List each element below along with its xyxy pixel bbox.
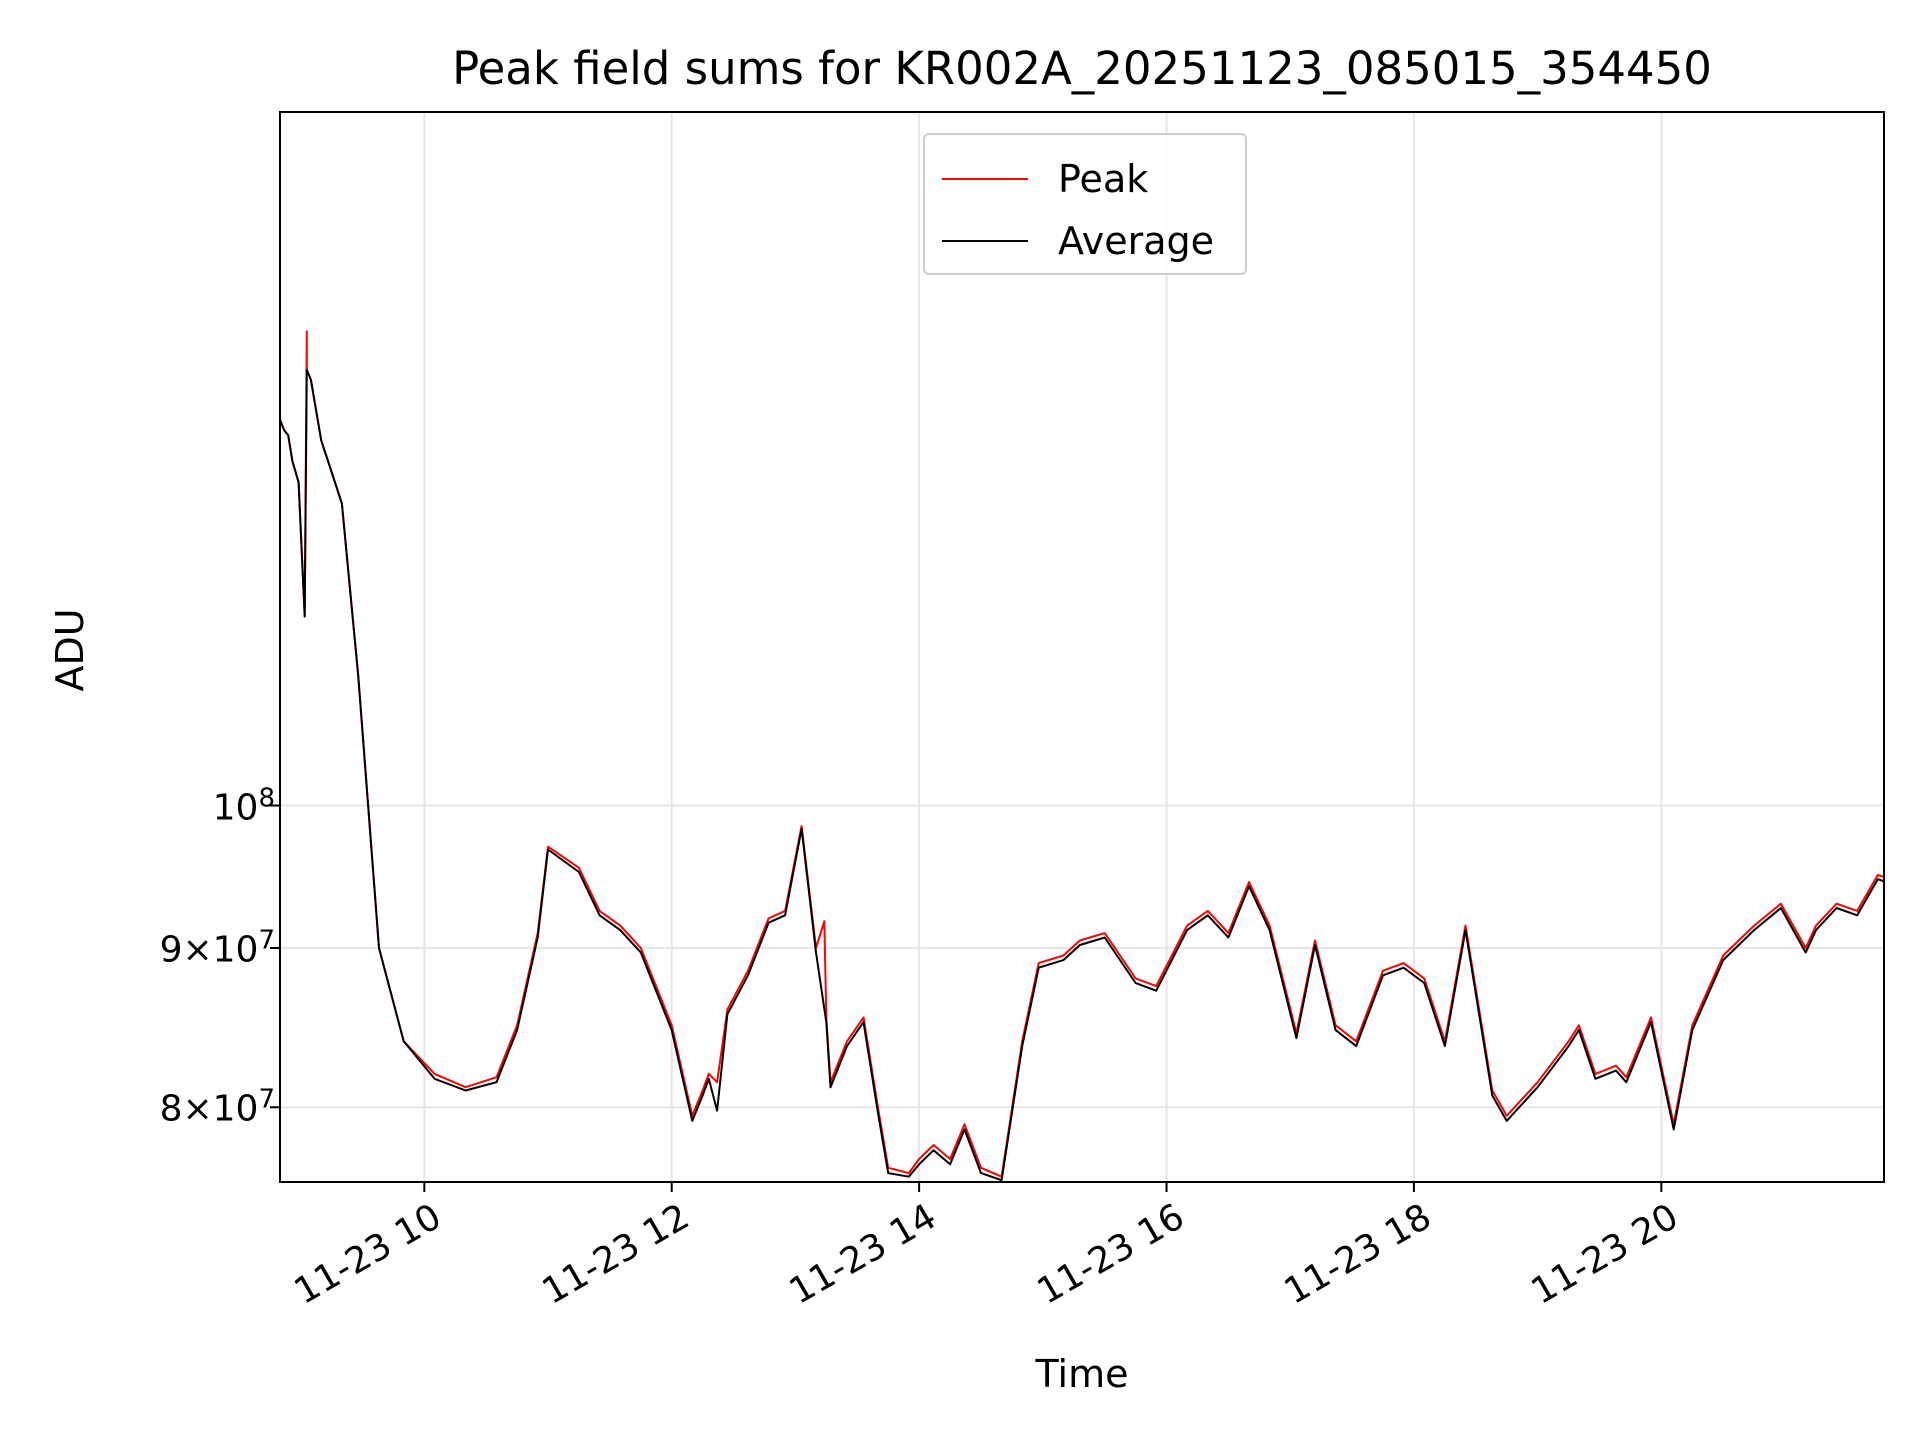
y-tick-exponent: 8: [258, 783, 275, 814]
plot-frame: [279, 111, 1885, 1183]
legend: Peak Average: [923, 133, 1247, 275]
y-tick-mantissa: 9: [159, 929, 183, 971]
legend-swatch-average: [942, 240, 1028, 242]
series-line-average: [280, 368, 1884, 1182]
legend-label-peak: Peak: [1058, 157, 1149, 201]
legend-item-peak: Peak: [925, 159, 1245, 199]
y-tick-exponent: 7: [258, 1084, 275, 1115]
y-tick-mantissa: 8: [159, 1088, 183, 1130]
y-tick-exponent: 7: [258, 925, 275, 956]
y-tick-label: 8×107: [159, 1084, 275, 1130]
grid-lines: [280, 112, 1884, 1182]
x-axis-label: Time: [1035, 1352, 1129, 1396]
legend-label-average: Average: [1058, 219, 1215, 263]
legend-item-average: Average: [925, 221, 1245, 261]
y-tick-label: 9×107: [159, 925, 275, 971]
legend-swatch-peak: [942, 178, 1028, 180]
y-axis-label: ADU: [48, 608, 92, 692]
series-layer: [280, 330, 1884, 1182]
tick-marks: [270, 804, 1663, 1192]
chart-title: Peak field sums for KR002A_20251123_0850…: [452, 42, 1712, 95]
y-tick-label: 108: [212, 783, 275, 829]
